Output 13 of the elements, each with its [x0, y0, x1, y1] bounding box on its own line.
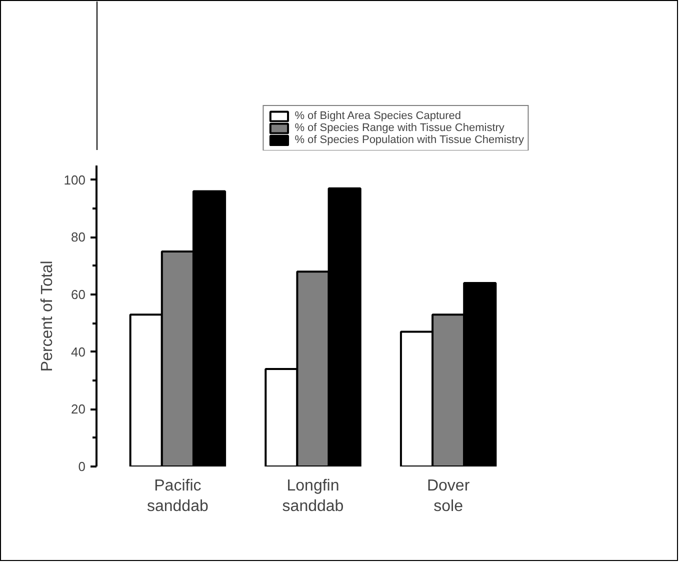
legend-label: % of Species Range with Tissue Chemistry [294, 122, 504, 134]
legend-label: % of Species Population with Tissue Chemistry [294, 134, 524, 146]
y-tick-label: 60 [71, 287, 86, 302]
y-tick-label: 80 [71, 230, 86, 245]
y-tick-label: 100 [64, 172, 86, 188]
legend-label: % of Bight Area Species Captured [294, 110, 462, 122]
x-tick-label: Dover sole [426, 478, 470, 515]
y-axis-title: Percent of Total [38, 260, 56, 372]
y-tick-label: 40 [71, 344, 86, 360]
x-tick-label: Longfin sanddab [282, 478, 344, 515]
x-tick-label: Pacific sanddab [146, 478, 208, 515]
y-tick-label: 20 [71, 402, 86, 417]
y-tick-label: 0 [78, 459, 86, 474]
